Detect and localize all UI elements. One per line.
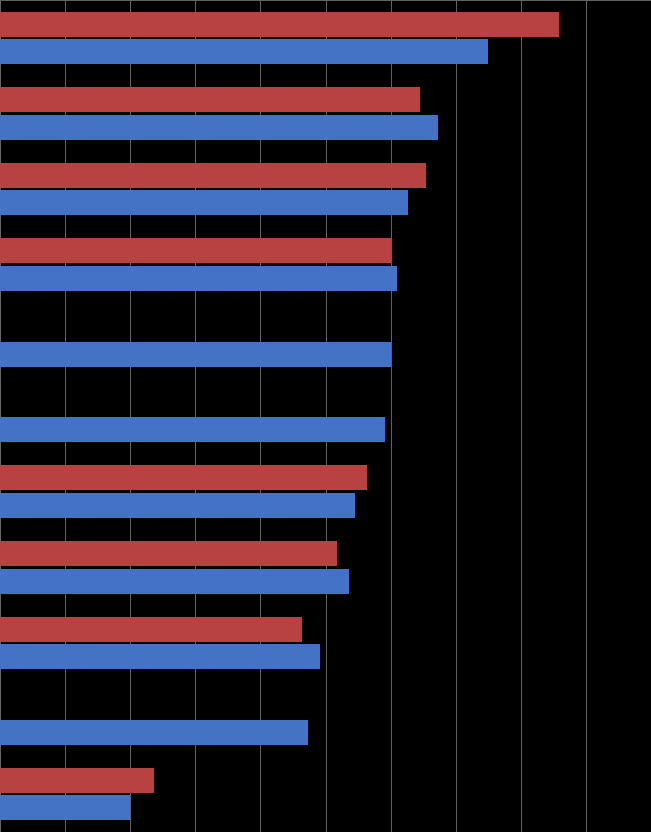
Bar bbox=[0, 115, 438, 140]
Bar bbox=[0, 87, 420, 112]
Bar bbox=[0, 768, 154, 793]
Bar bbox=[0, 720, 308, 745]
Bar bbox=[0, 617, 302, 641]
Bar bbox=[0, 163, 426, 188]
Bar bbox=[0, 465, 367, 490]
Bar bbox=[0, 39, 488, 64]
Bar bbox=[0, 418, 385, 443]
Bar bbox=[0, 12, 559, 37]
Bar bbox=[0, 191, 408, 215]
Bar bbox=[0, 239, 391, 264]
Bar bbox=[0, 266, 396, 291]
Bar bbox=[0, 342, 391, 367]
Bar bbox=[0, 541, 337, 566]
Bar bbox=[0, 568, 349, 593]
Bar bbox=[0, 795, 130, 820]
Bar bbox=[0, 493, 355, 518]
Bar bbox=[0, 644, 320, 669]
